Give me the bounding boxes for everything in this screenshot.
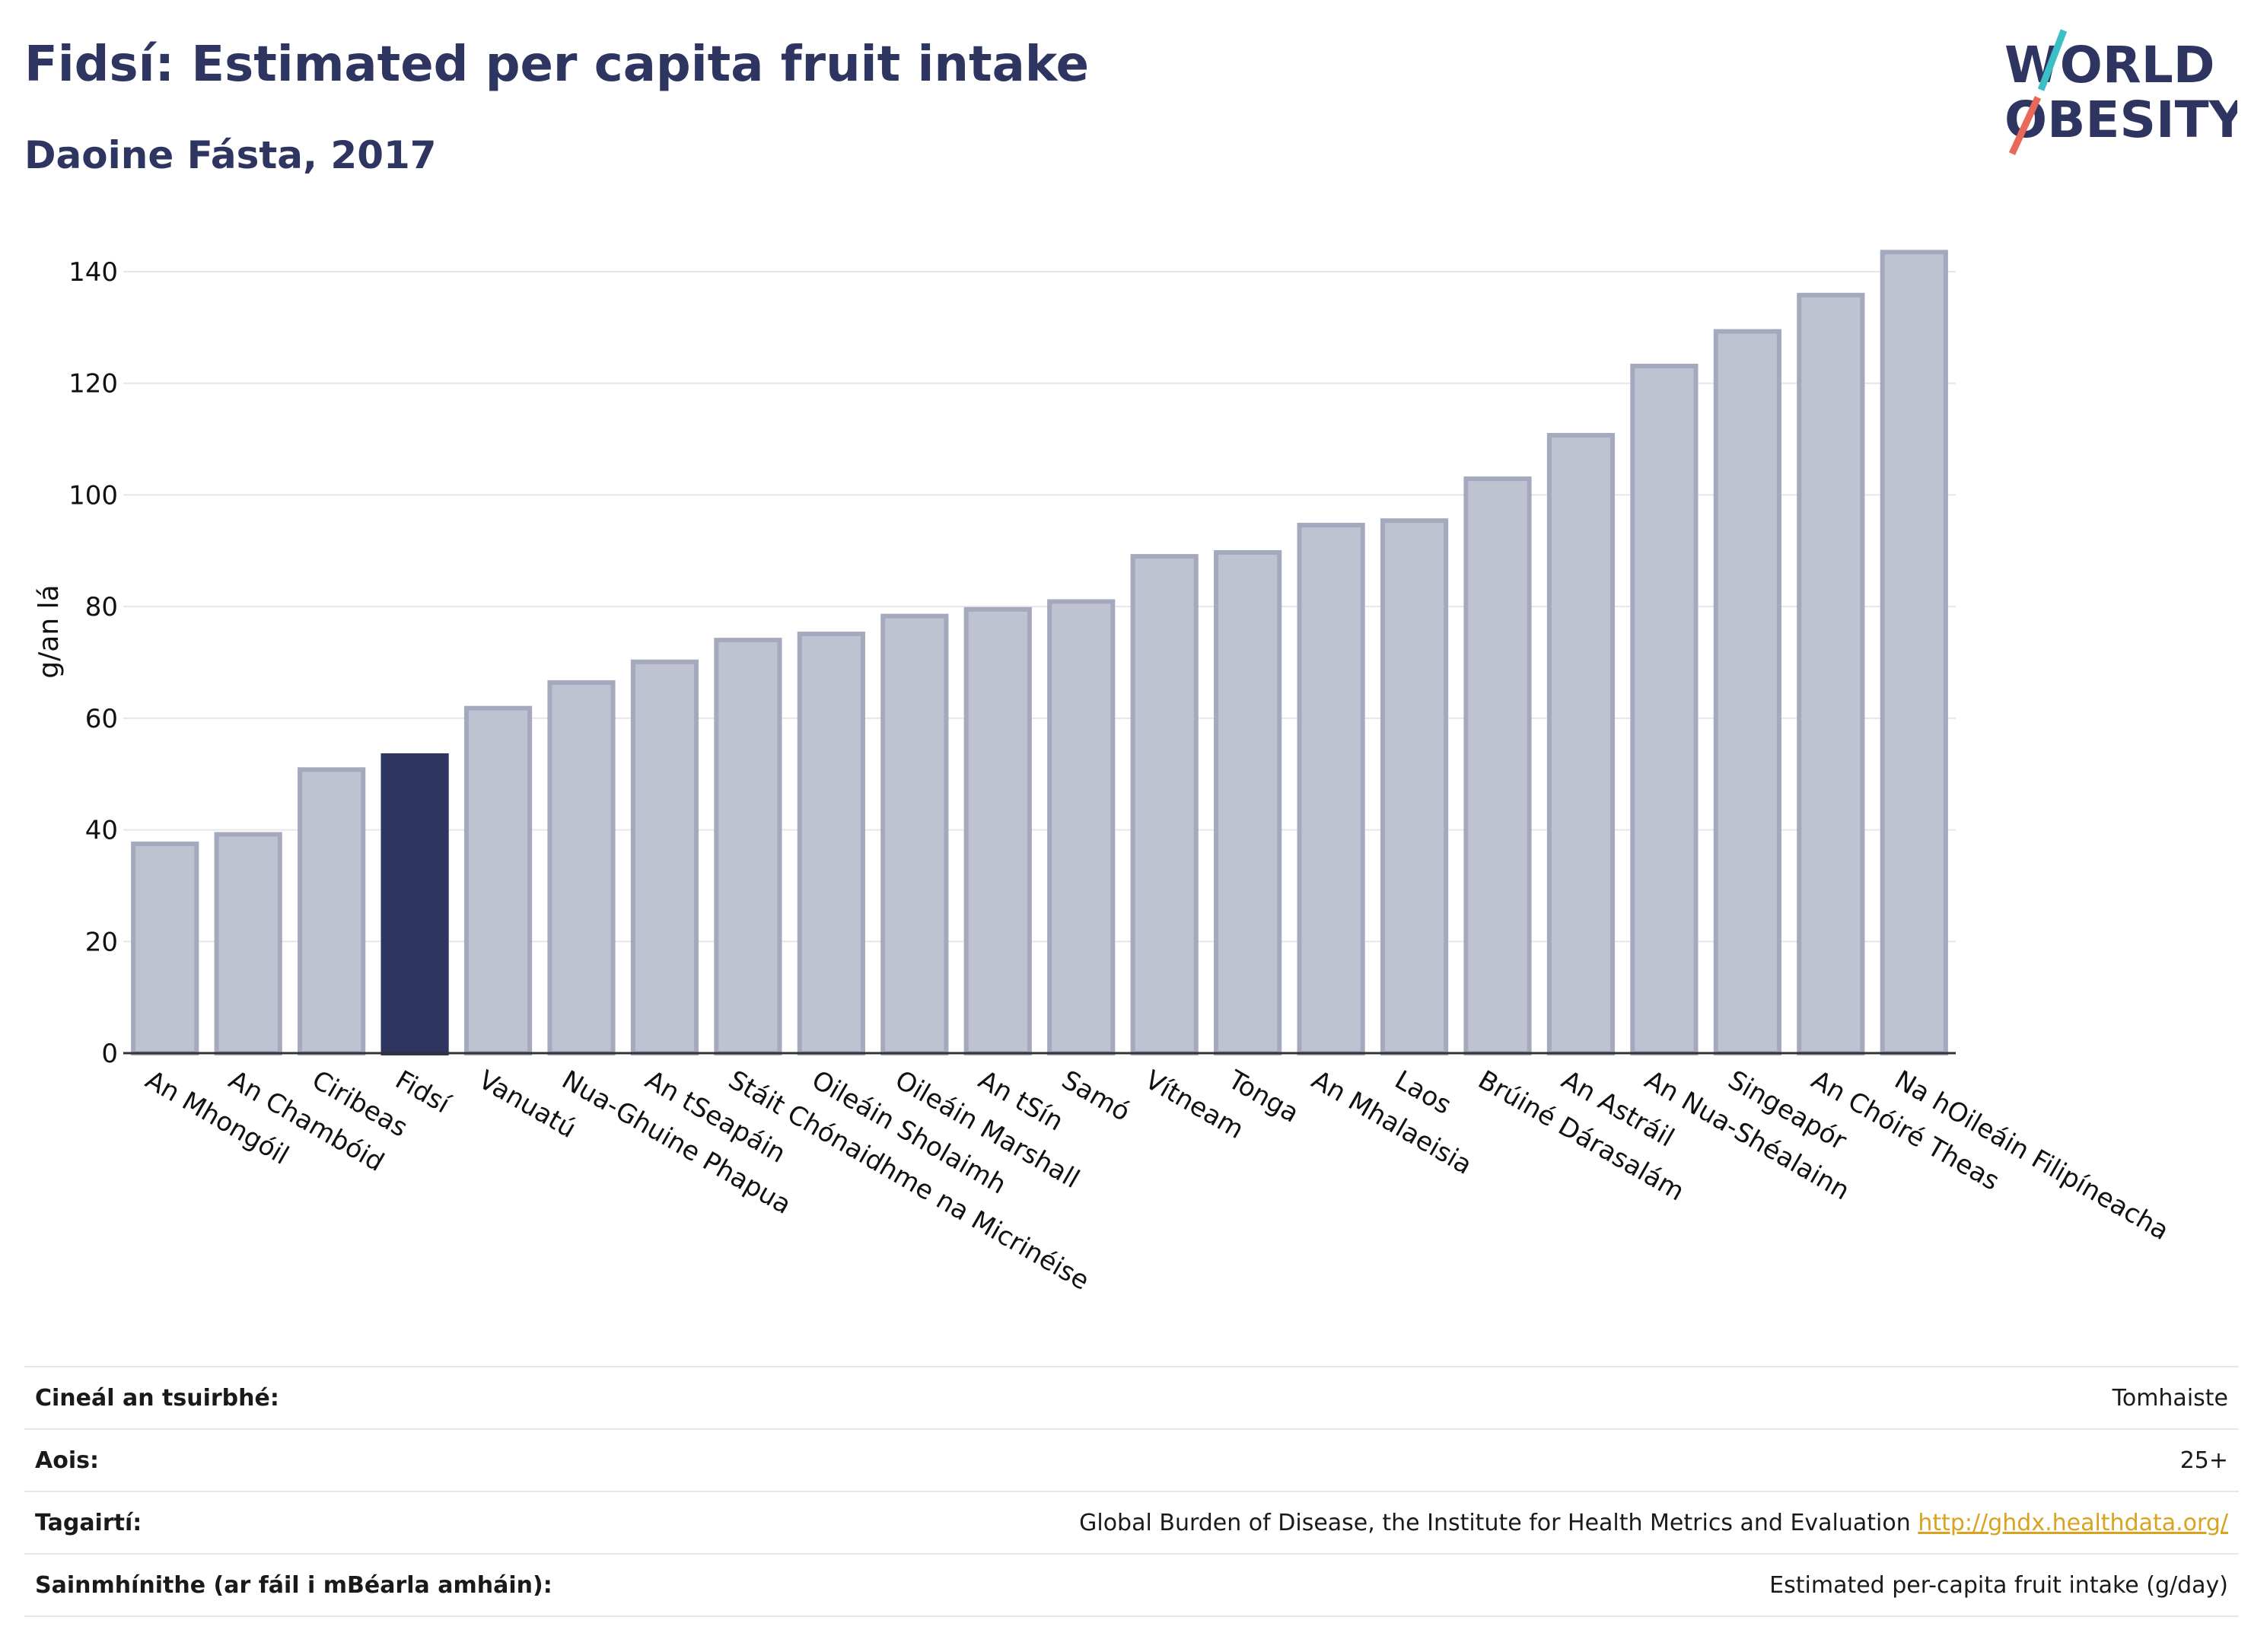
info-value: Estimated per-capita fruit intake (g/day… xyxy=(722,1553,2239,1617)
bar xyxy=(1463,476,1532,1055)
bar xyxy=(131,841,199,1056)
bar xyxy=(1630,363,1699,1055)
page-subtitle: Daoine Fásta, 2017 xyxy=(24,133,437,177)
info-label: Sainmhínithe (ar fáil i mBéarla amháin): xyxy=(24,1553,723,1617)
y-tick-label: 20 xyxy=(85,927,118,957)
info-label: Cineál an tsuirbhé: xyxy=(24,1366,723,1429)
bar xyxy=(1214,549,1282,1055)
chart-bars xyxy=(131,250,1948,1056)
info-label: Aois: xyxy=(24,1428,723,1491)
y-tick-label: 100 xyxy=(68,480,118,511)
bar-highlight xyxy=(380,753,449,1055)
bar xyxy=(963,606,1032,1055)
info-row-definitions: Sainmhínithe (ar fáil i mBéarla amháin):… xyxy=(24,1553,2239,1617)
info-value: 25+ xyxy=(722,1428,2239,1491)
info-row-survey-type: Cineál an tsuirbhé: Tomhaiste xyxy=(24,1366,2239,1429)
world-obesity-logo: WORLD OBESITY xyxy=(2004,29,2237,155)
x-tick-label: Samó xyxy=(1056,1065,1135,1128)
bar xyxy=(1380,518,1449,1055)
bar xyxy=(298,767,366,1055)
bar xyxy=(714,638,782,1055)
y-axis-label: g/an lá xyxy=(33,584,65,678)
bar xyxy=(880,613,949,1055)
logo-red-stroke xyxy=(2008,96,2042,155)
info-value: Global Burden of Disease, the Institute … xyxy=(1079,1509,1911,1536)
info-table: Cineál an tsuirbhé: Tomhaiste Aois: 25+ … xyxy=(24,1366,2239,1617)
y-tick-label: 120 xyxy=(68,369,118,399)
bar xyxy=(214,832,282,1055)
info-row-age: Aois: 25+ xyxy=(24,1428,2239,1491)
bar xyxy=(797,632,865,1055)
reference-link[interactable]: http://ghdx.healthdata.org/ xyxy=(1918,1509,2228,1536)
logo-teal-stroke xyxy=(2037,29,2068,91)
bar xyxy=(547,680,616,1055)
bar xyxy=(1880,250,1948,1056)
info-value: Tomhaiste xyxy=(722,1366,2239,1429)
bar xyxy=(463,705,533,1055)
bar xyxy=(1047,599,1116,1055)
page-title: Fidsí: Estimated per capita fruit intake xyxy=(24,37,1089,93)
y-tick-label: 140 xyxy=(68,257,118,288)
info-row-references: Tagairtí: Global Burden of Disease, the … xyxy=(24,1491,2239,1554)
bar xyxy=(1546,432,1616,1055)
x-tick-label: An Mhalaeisia xyxy=(1307,1065,1477,1181)
y-axis-ticks: 0 20 40 60 80 100 120 140 xyxy=(68,257,118,1069)
bar xyxy=(1130,554,1199,1055)
bar xyxy=(1713,329,1781,1056)
logo-line2: OBESITY xyxy=(2004,91,2237,149)
y-tick-label: 80 xyxy=(85,592,118,622)
info-label: Tagairtí: xyxy=(24,1491,723,1554)
y-tick-label: 40 xyxy=(85,816,118,846)
bar xyxy=(1297,523,1365,1055)
bar xyxy=(1797,292,1865,1055)
y-tick-label: 60 xyxy=(85,704,118,734)
bar xyxy=(630,659,699,1055)
y-tick-label: 0 xyxy=(101,1039,118,1069)
